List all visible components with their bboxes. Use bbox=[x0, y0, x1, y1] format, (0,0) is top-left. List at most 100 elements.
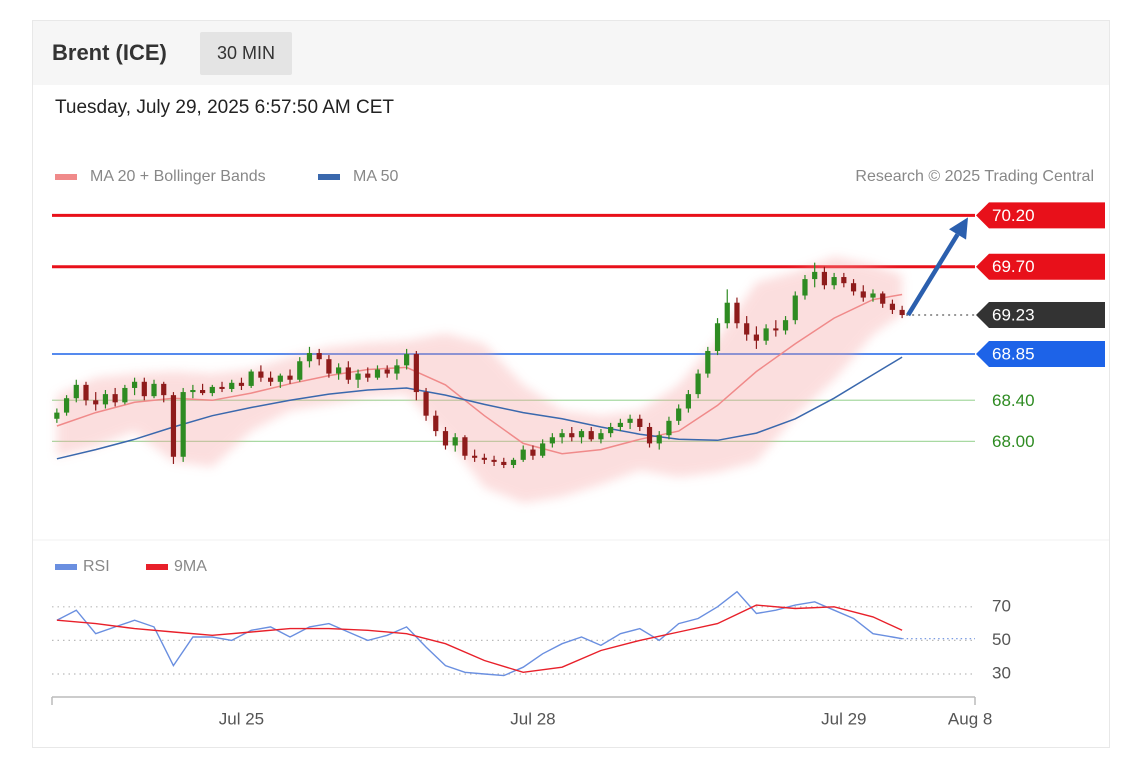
candle-body bbox=[258, 371, 264, 378]
candle-body bbox=[277, 375, 283, 382]
candle-body bbox=[248, 371, 254, 386]
candle-body bbox=[384, 369, 390, 374]
candle-body bbox=[676, 408, 682, 421]
candle-body bbox=[540, 443, 546, 456]
rsi-tick-label: 70 bbox=[992, 596, 1011, 615]
candle-body bbox=[549, 437, 555, 444]
candle-body bbox=[714, 323, 721, 351]
candle-body bbox=[151, 383, 157, 397]
candle-body bbox=[588, 431, 594, 440]
credit: Research © 2025 Trading Central bbox=[855, 168, 1094, 185]
rsi-line bbox=[56, 604, 903, 674]
timeframe: 30 MIN bbox=[217, 43, 275, 63]
candle-body bbox=[666, 420, 672, 436]
candle-body bbox=[268, 377, 274, 382]
candle-body bbox=[782, 320, 789, 331]
level-label: 69.23 bbox=[992, 306, 1035, 325]
candle-body bbox=[656, 435, 662, 444]
legend-swatch bbox=[146, 564, 168, 570]
x-tick-label: Aug 8 bbox=[948, 709, 992, 728]
candle-body bbox=[93, 400, 99, 405]
candle-body bbox=[491, 459, 497, 462]
candle-body bbox=[170, 395, 177, 457]
level-tag bbox=[976, 202, 1105, 229]
candle-body bbox=[102, 394, 109, 405]
candle-body bbox=[190, 390, 196, 393]
candle-body bbox=[744, 323, 750, 335]
x-tick-label: Jul 25 bbox=[219, 709, 264, 728]
candle-body bbox=[763, 328, 769, 341]
bollinger-band bbox=[56, 256, 903, 503]
candle-body bbox=[850, 283, 857, 292]
x-tick-label: Jul 29 bbox=[821, 709, 866, 728]
level-tag bbox=[976, 341, 1105, 368]
chart-title: Brent (ICE) bbox=[52, 40, 167, 65]
timeframe-badge bbox=[200, 32, 292, 75]
candle-body bbox=[63, 398, 70, 413]
candle-body bbox=[433, 415, 439, 432]
forecast-arrow bbox=[906, 233, 960, 317]
candle-body bbox=[802, 279, 808, 296]
candle-body bbox=[608, 426, 614, 434]
candle-body bbox=[423, 392, 429, 416]
candle-body bbox=[219, 386, 225, 389]
candle-body bbox=[617, 422, 623, 427]
level-label: 68.00 bbox=[992, 432, 1035, 451]
candle-body bbox=[374, 369, 381, 378]
candle-body bbox=[841, 277, 847, 284]
candle-body bbox=[530, 449, 536, 456]
legend-label: 9MA bbox=[174, 558, 207, 575]
candle-body bbox=[452, 437, 458, 446]
level-label: 69.70 bbox=[992, 257, 1035, 276]
candle-body bbox=[812, 271, 818, 280]
candle-body bbox=[161, 383, 167, 396]
candle-body bbox=[365, 373, 371, 378]
legend-label: RSI bbox=[83, 558, 110, 575]
candle-body bbox=[598, 433, 604, 440]
candle-body bbox=[705, 350, 711, 374]
candle-body bbox=[287, 375, 293, 380]
candle-body bbox=[54, 412, 60, 419]
candle-body bbox=[481, 457, 487, 460]
candle-body bbox=[753, 334, 759, 341]
candle-body bbox=[83, 384, 89, 401]
level-tag bbox=[976, 253, 1105, 280]
candle-body bbox=[578, 431, 585, 438]
candle-body bbox=[238, 382, 245, 386]
candle-body bbox=[880, 293, 886, 304]
candle-body bbox=[306, 353, 313, 362]
legend-swatch bbox=[55, 564, 77, 570]
x-tick-label: Jul 28 bbox=[510, 709, 555, 728]
candle-body bbox=[501, 461, 507, 465]
candle-body bbox=[112, 394, 118, 403]
candle-body bbox=[355, 373, 361, 380]
candle-body bbox=[326, 359, 332, 374]
candle-body bbox=[336, 367, 342, 374]
candle-body bbox=[870, 293, 876, 298]
legend-swatch bbox=[318, 174, 340, 180]
candle-body bbox=[462, 437, 468, 456]
candle-body bbox=[899, 309, 905, 316]
candle-body bbox=[442, 431, 449, 446]
subtitle: Tuesday, July 29, 2025 6:57:50 AM CET bbox=[55, 97, 394, 118]
candle-body bbox=[695, 373, 701, 395]
candle-body bbox=[637, 418, 643, 427]
ma-line bbox=[56, 293, 903, 455]
candle-body bbox=[792, 295, 798, 321]
candle-body bbox=[559, 433, 565, 438]
rsi-tick-label: 30 bbox=[992, 663, 1011, 682]
candle-body bbox=[73, 384, 79, 399]
legend-swatch bbox=[55, 174, 77, 180]
candle-body bbox=[229, 382, 235, 389]
level-label: 68.40 bbox=[992, 391, 1035, 410]
legend-label: MA 20 + Bollinger Bands bbox=[90, 168, 266, 185]
candle-body bbox=[510, 459, 517, 465]
candle-body bbox=[472, 455, 478, 458]
candle-body bbox=[199, 390, 206, 394]
candle-body bbox=[569, 433, 575, 438]
candle-body bbox=[831, 277, 837, 286]
candle-body bbox=[316, 353, 322, 360]
candle-body bbox=[627, 418, 633, 423]
candle-body bbox=[860, 291, 866, 298]
